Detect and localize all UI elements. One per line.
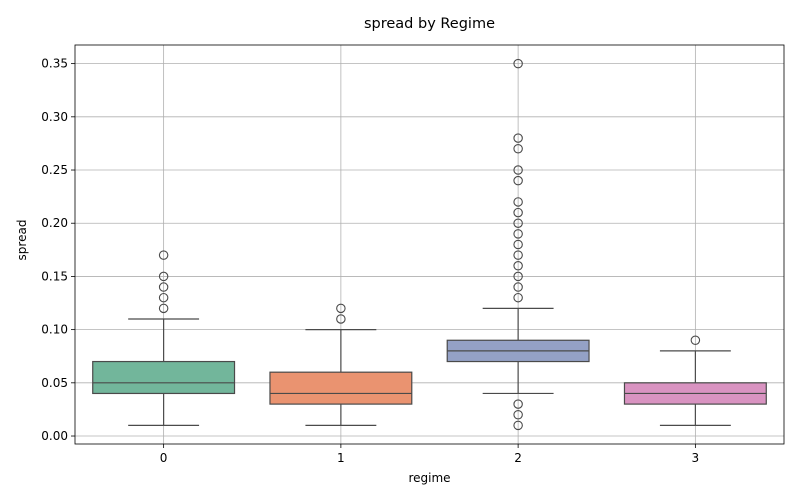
outlier-point bbox=[513, 399, 523, 409]
outlier-point bbox=[513, 143, 523, 154]
iqr-box bbox=[92, 360, 236, 395]
outlier-point bbox=[513, 409, 523, 420]
outlier-point bbox=[513, 261, 523, 271]
box-regime-1 bbox=[269, 303, 413, 426]
y-tick-label: 0.05 bbox=[41, 376, 68, 390]
boxes bbox=[92, 58, 767, 431]
x-tick-label-3: 3 bbox=[692, 451, 700, 465]
outlier-point bbox=[513, 175, 523, 186]
outlier-point bbox=[513, 239, 523, 250]
x-axis-label: regime bbox=[408, 471, 450, 485]
plot-frame bbox=[74, 44, 785, 445]
chart-title: spread by Regime bbox=[364, 16, 495, 32]
y-tick-label: 0.25 bbox=[41, 163, 68, 177]
y-tick-label: 0.10 bbox=[41, 323, 68, 337]
outlier-point bbox=[513, 229, 523, 239]
outlier-point bbox=[513, 271, 523, 282]
outlier-point bbox=[513, 207, 523, 218]
outlier-point bbox=[513, 197, 523, 207]
y-tick-label: 0.00 bbox=[41, 429, 68, 443]
outlier-point bbox=[513, 420, 523, 431]
outlier-point bbox=[513, 250, 523, 260]
outlier-point bbox=[513, 292, 523, 303]
y-tick-label: 0.20 bbox=[41, 216, 68, 230]
x-tick-label-0: 0 bbox=[160, 451, 168, 465]
outlier-point bbox=[336, 303, 346, 314]
y-axis-label: spread bbox=[15, 220, 29, 261]
outlier-point bbox=[158, 282, 169, 292]
outlier-point bbox=[513, 218, 523, 228]
outlier-point bbox=[513, 282, 523, 292]
outlier-point bbox=[336, 314, 346, 324]
y-tick-label: 0.30 bbox=[41, 110, 68, 124]
outlier-point bbox=[690, 335, 701, 346]
iqr-box bbox=[269, 371, 413, 405]
outlier-point bbox=[158, 303, 169, 314]
y-tick-label: 0.15 bbox=[41, 269, 68, 283]
outlier-point bbox=[158, 250, 169, 260]
outlier-point bbox=[158, 271, 169, 282]
y-tick-label: 0.35 bbox=[41, 57, 68, 71]
x-tick-label-1: 1 bbox=[337, 451, 345, 465]
box-regime-2 bbox=[446, 58, 590, 431]
outlier-point bbox=[513, 58, 523, 69]
x-tick-label-2: 2 bbox=[514, 451, 522, 465]
outlier-point bbox=[513, 133, 523, 143]
y-axis-ticks: 0.00 0.05 0.10 0.15 0.20 0.25 0.30 0.35 bbox=[41, 57, 75, 443]
outlier-point bbox=[513, 165, 523, 175]
x-axis-ticks: 0 1 2 3 bbox=[160, 444, 699, 465]
box-regime-0 bbox=[92, 250, 236, 426]
box-regime-3 bbox=[623, 335, 767, 426]
outlier-point bbox=[158, 292, 169, 303]
